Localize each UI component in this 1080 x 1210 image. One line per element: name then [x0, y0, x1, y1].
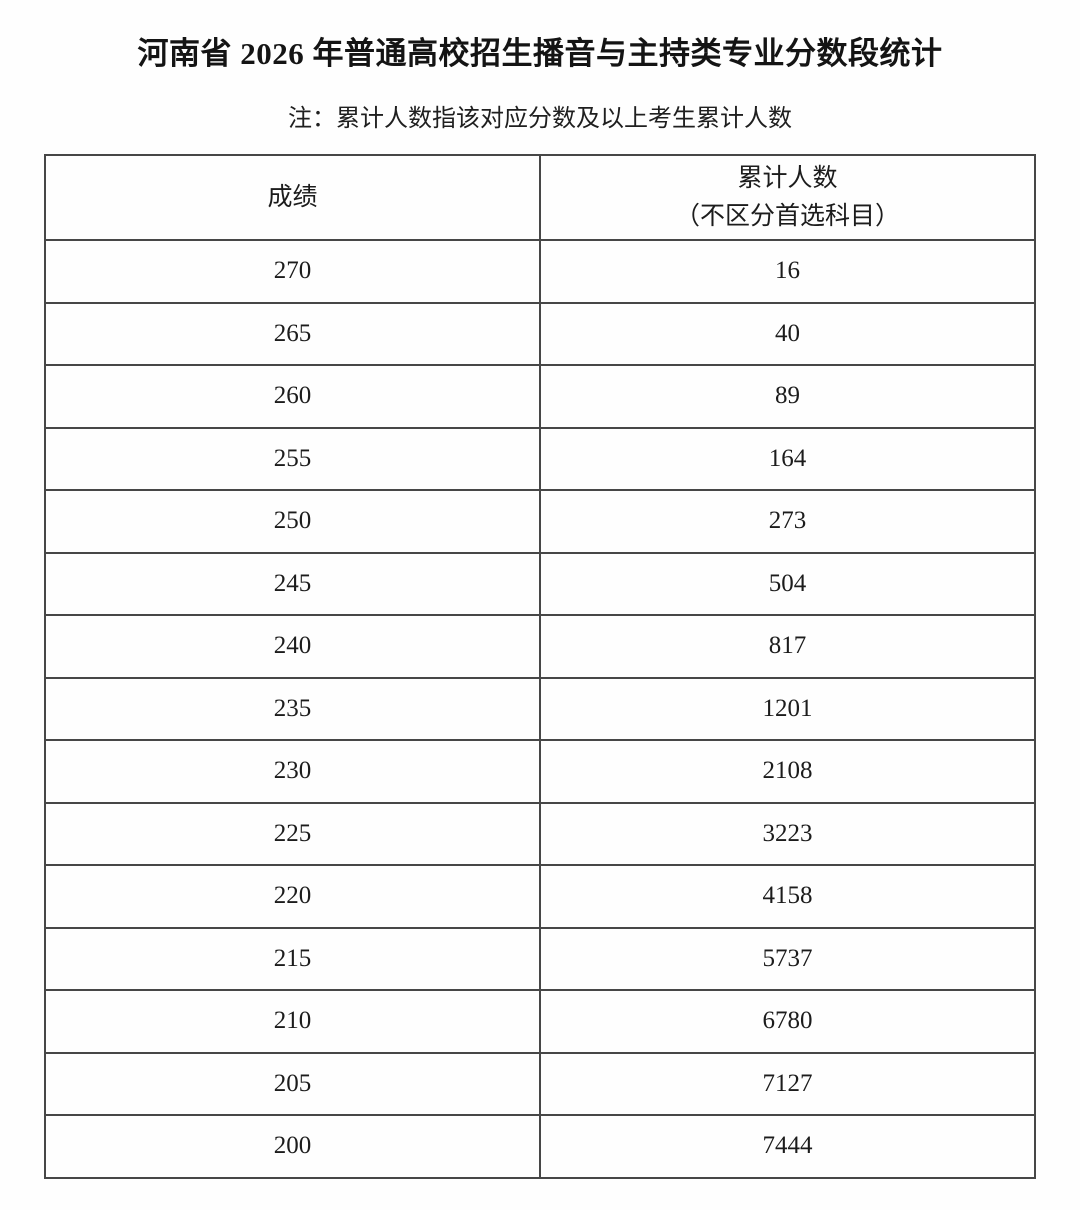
header-score: 成绩	[44, 154, 541, 241]
score-cell: 235	[44, 676, 541, 741]
table-row: 240 817	[44, 614, 1036, 679]
table-row: 250 273	[44, 489, 1036, 554]
table-row: 225 3223	[44, 801, 1036, 866]
page-title: 河南省 2026 年普通高校招生播音与主持类专业分数段统计	[137, 36, 943, 71]
score-cell: 230	[44, 739, 541, 804]
count-cell: 273	[539, 489, 1036, 554]
score-cell: 270	[44, 239, 541, 304]
header-count-line1: 累计人数	[737, 165, 838, 192]
score-cell: 225	[44, 801, 541, 866]
count-cell: 3223	[539, 801, 1036, 866]
table-row: 235 1201	[44, 676, 1036, 741]
table-row: 260 89	[44, 364, 1036, 429]
score-table: 成绩 累计人数 （不区分首选科目） 270 16 265 40 260 89 2…	[44, 154, 1036, 1179]
score-cell: 255	[44, 426, 541, 491]
table-row: 200 7444	[44, 1114, 1036, 1179]
score-cell: 250	[44, 489, 541, 554]
score-cell: 220	[44, 864, 541, 929]
score-cell: 210	[44, 989, 541, 1054]
header-count-line2: （不区分首选科目）	[674, 202, 900, 230]
table-row: 220 4158	[44, 864, 1036, 929]
score-cell: 240	[44, 614, 541, 679]
count-cell: 1201	[539, 676, 1036, 741]
table-row: 245 504	[44, 551, 1036, 616]
count-cell: 6780	[539, 989, 1036, 1054]
header-count: 累计人数 （不区分首选科目）	[539, 154, 1036, 241]
table-header-row: 成绩 累计人数 （不区分首选科目）	[44, 154, 1036, 241]
count-cell: 7127	[539, 1051, 1036, 1116]
count-cell: 89	[539, 364, 1036, 429]
count-cell: 4158	[539, 864, 1036, 929]
score-cell: 205	[44, 1051, 541, 1116]
page-note: 注：累计人数指该对应分数及以上考生累计人数	[288, 106, 792, 132]
count-cell: 7444	[539, 1114, 1036, 1179]
count-cell: 40	[539, 301, 1036, 366]
score-cell: 200	[44, 1114, 541, 1179]
score-cell: 245	[44, 551, 541, 616]
table-row: 215 5737	[44, 926, 1036, 991]
count-cell: 2108	[539, 739, 1036, 804]
table-row: 265 40	[44, 301, 1036, 366]
table-row: 210 6780	[44, 989, 1036, 1054]
count-cell: 5737	[539, 926, 1036, 991]
count-cell: 817	[539, 614, 1036, 679]
count-cell: 504	[539, 551, 1036, 616]
score-cell: 260	[44, 364, 541, 429]
table-row: 255 164	[44, 426, 1036, 491]
score-cell: 215	[44, 926, 541, 991]
count-cell: 164	[539, 426, 1036, 491]
count-cell: 16	[539, 239, 1036, 304]
table-row: 205 7127	[44, 1051, 1036, 1116]
score-cell: 265	[44, 301, 541, 366]
table-row: 270 16	[44, 239, 1036, 304]
table-row: 230 2108	[44, 739, 1036, 804]
